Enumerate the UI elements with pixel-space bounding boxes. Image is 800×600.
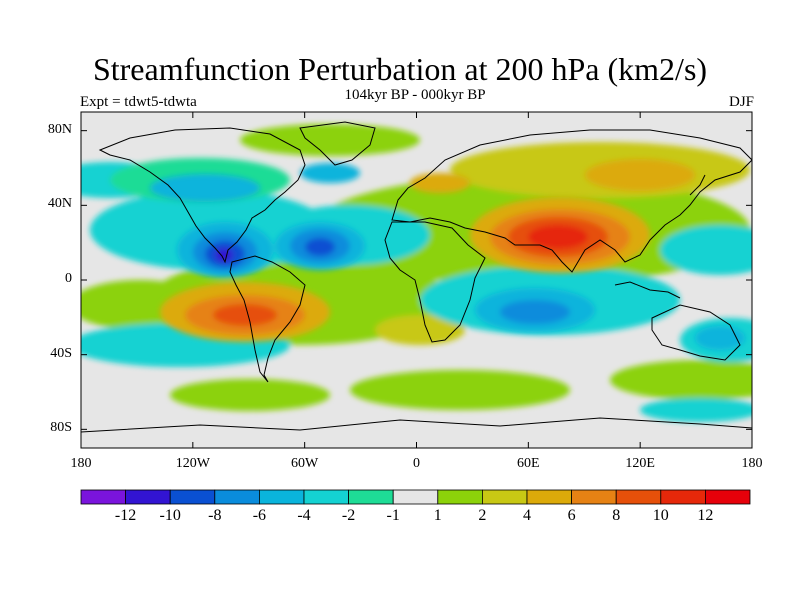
x-tick-label: 180 xyxy=(70,456,92,471)
colorbar-swatch xyxy=(303,489,349,505)
plot-subtitle: 104kyr BP - 000kyr BP xyxy=(344,87,486,103)
contour-north-pacific-6 xyxy=(585,159,695,191)
contour-south-asia-12 xyxy=(528,225,588,249)
coast-south-america xyxy=(229,255,306,383)
colorbar-swatch xyxy=(80,489,126,505)
colorbar-swatch xyxy=(169,489,216,505)
y-tick-label: 40S xyxy=(50,345,72,361)
coast-japan xyxy=(689,174,706,196)
colorbar-swatch xyxy=(571,489,617,505)
coast-europe-asia xyxy=(391,129,752,273)
colorbar-label: 4 xyxy=(523,507,531,524)
x-tick-label: 120W xyxy=(175,456,210,471)
season-label: DJF xyxy=(728,94,754,110)
colorbar-label: -2 xyxy=(341,507,356,524)
colorbar-label: -6 xyxy=(252,507,267,524)
coast-greenland xyxy=(299,121,376,166)
coast-africa xyxy=(384,221,486,343)
colorbar-swatch xyxy=(348,489,394,505)
colorbar-swatch xyxy=(481,489,528,505)
colorbar-label: -1 xyxy=(386,507,400,524)
x-tick-label: 120E xyxy=(625,456,655,471)
shade-north-atlantic-band xyxy=(240,124,420,156)
shade-south-atlantic-band xyxy=(170,379,330,411)
colorbar-label: -8 xyxy=(208,507,222,524)
colorbar-swatch xyxy=(660,489,706,505)
colorbar xyxy=(80,489,751,505)
colorbar-label: -10 xyxy=(159,507,181,524)
contour-greenland-m4 xyxy=(300,163,360,183)
x-tick-label: 0 xyxy=(413,456,420,471)
shade-nw-pacific-trough xyxy=(660,225,752,275)
x-tick-label: 180 xyxy=(741,456,763,471)
contour-north-america-m4 xyxy=(150,174,260,202)
contour-fields xyxy=(81,124,752,422)
shade-southern-ocean-band-east xyxy=(610,360,752,400)
colorbar-swatch xyxy=(705,489,751,505)
coast-indonesia xyxy=(614,281,681,299)
coast-antarctica xyxy=(81,417,752,433)
colorbar-label: 8 xyxy=(612,507,621,524)
colorbar-label: 12 xyxy=(697,507,714,524)
y-tick-label: 40N xyxy=(47,196,72,212)
colorbar-label: -4 xyxy=(297,507,311,524)
plot-title: Streamfunction Perturbation at 200 hPa (… xyxy=(92,51,708,87)
colorbar-label: 6 xyxy=(567,507,576,524)
colorbar-swatch xyxy=(437,489,483,505)
contour-south-pacific-10 xyxy=(213,304,277,326)
colorbar-swatch xyxy=(526,489,572,505)
shade-antarctic-trough xyxy=(640,398,752,422)
colorbar-swatch xyxy=(615,489,662,505)
axis-ticks xyxy=(80,112,753,448)
x-tick-label: 60W xyxy=(291,456,319,471)
coast-north-america xyxy=(98,127,306,264)
contour-sw-pacific-m4 xyxy=(695,326,745,350)
colorbar-swatch xyxy=(214,489,260,505)
colorbar-label: 1 xyxy=(433,507,442,524)
y-tick-label: 0 xyxy=(65,271,72,286)
experiment-label: Expt = tdwt5-tdwta xyxy=(80,94,197,110)
shade-south-atlantic-ridge xyxy=(375,315,465,345)
contour-eurasia-6 xyxy=(410,173,470,193)
contour-indian-m6 xyxy=(500,300,570,324)
coast-australia xyxy=(651,304,741,361)
colorbar-swatch xyxy=(392,489,439,505)
shade-southern-ocean-band xyxy=(350,370,570,410)
coastlines xyxy=(81,121,752,433)
colorbar-label: 2 xyxy=(478,507,487,524)
contour-central-america-m10 xyxy=(215,248,233,262)
y-tick-label: 80S xyxy=(50,420,72,436)
contour-atlantic-m8 xyxy=(305,238,335,256)
y-tick-label: 80N xyxy=(47,121,72,137)
colorbar-label: 10 xyxy=(652,507,669,524)
colorbar-swatch xyxy=(125,489,171,505)
colorbar-swatch xyxy=(258,489,305,505)
x-tick-label: 60E xyxy=(517,456,540,471)
colorbar-label: -12 xyxy=(114,507,137,524)
